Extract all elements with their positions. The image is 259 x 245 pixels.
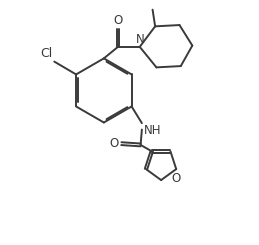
Text: NH: NH bbox=[143, 124, 161, 137]
Text: Cl: Cl bbox=[40, 47, 52, 60]
Text: O: O bbox=[172, 172, 181, 185]
Text: N: N bbox=[135, 33, 144, 46]
Text: O: O bbox=[110, 137, 119, 150]
Text: O: O bbox=[113, 14, 123, 27]
